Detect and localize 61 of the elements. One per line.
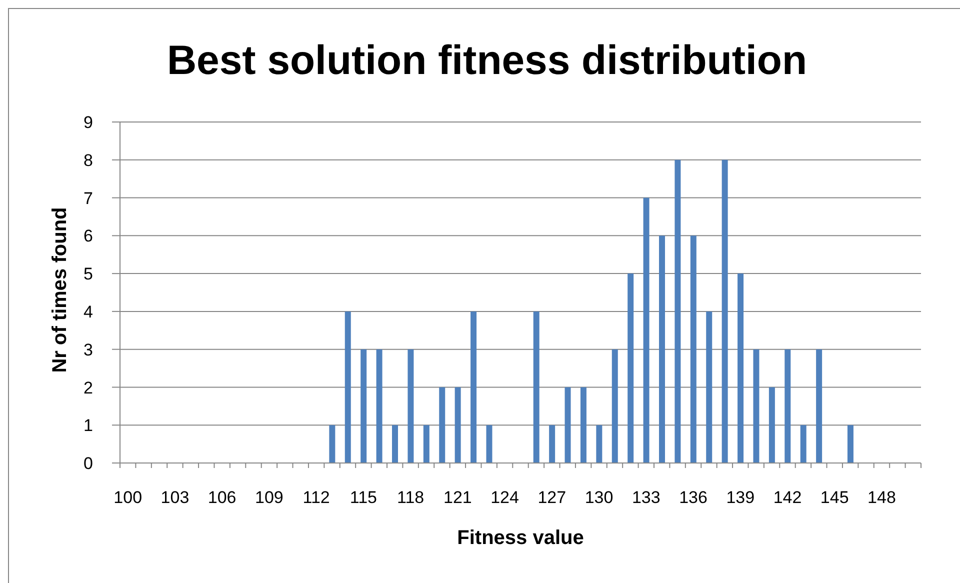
bar [768, 387, 775, 463]
y-tick-label: 2 [84, 378, 93, 398]
y-tick-label: 6 [84, 226, 93, 246]
x-tick-label: 124 [490, 488, 519, 506]
bar [706, 311, 712, 463]
x-axis-title: Fitness value [456, 526, 585, 550]
bar [722, 160, 728, 463]
bar [612, 349, 618, 463]
bar [847, 425, 854, 463]
bar [376, 349, 382, 463]
x-tick-label: 112 [302, 488, 330, 506]
bar [753, 349, 760, 463]
bar [816, 349, 822, 463]
bar [690, 236, 696, 463]
x-tick-label: 127 [538, 488, 566, 506]
bar [596, 425, 602, 463]
x-tick-label: 118 [397, 488, 424, 506]
bar [628, 274, 634, 463]
bar [344, 311, 351, 463]
y-tick-label: 0 [84, 454, 93, 474]
x-tick-label: 109 [255, 488, 284, 506]
x-tick-label: 139 [726, 488, 755, 506]
bar [439, 387, 446, 463]
x-tick-label: 136 [679, 488, 708, 506]
bar [784, 349, 791, 463]
y-axis-title: Nr of times found [48, 206, 72, 375]
bar [470, 311, 477, 463]
x-tick-label: 142 [773, 488, 802, 506]
chart-title: Best solution fitness distribution [166, 36, 808, 84]
x-tick-label: 103 [160, 488, 190, 506]
bar [659, 236, 665, 463]
x-tick-label: 121 [443, 488, 472, 506]
bar [549, 425, 556, 463]
y-tick-label: 9 [84, 113, 93, 132]
bar [486, 425, 492, 463]
x-tick-label: 100 [114, 488, 142, 506]
bar [392, 425, 398, 463]
bar [454, 387, 461, 463]
bar [643, 198, 650, 463]
x-tick-label: 133 [632, 488, 660, 506]
x-tick-label: 145 [820, 488, 849, 506]
y-tick-label: 7 [84, 188, 93, 208]
bar [533, 311, 540, 463]
x-tick-label: 115 [350, 488, 377, 506]
bar [580, 387, 586, 463]
bar [738, 274, 744, 463]
bar [800, 425, 806, 463]
bar [423, 425, 430, 463]
x-tick-label: 130 [584, 488, 614, 506]
bar [408, 349, 414, 463]
y-tick-label: 4 [84, 302, 93, 322]
bar [360, 349, 367, 463]
y-tick-label: 3 [84, 340, 93, 360]
bar [674, 160, 681, 463]
y-tick-label: 1 [84, 416, 93, 436]
x-tick-label: 106 [208, 488, 236, 506]
y-tick-label: 8 [84, 150, 93, 170]
x-tick-label: 148 [868, 488, 896, 506]
bar [564, 387, 571, 463]
y-tick-label: 5 [84, 264, 93, 284]
bar [329, 425, 336, 463]
